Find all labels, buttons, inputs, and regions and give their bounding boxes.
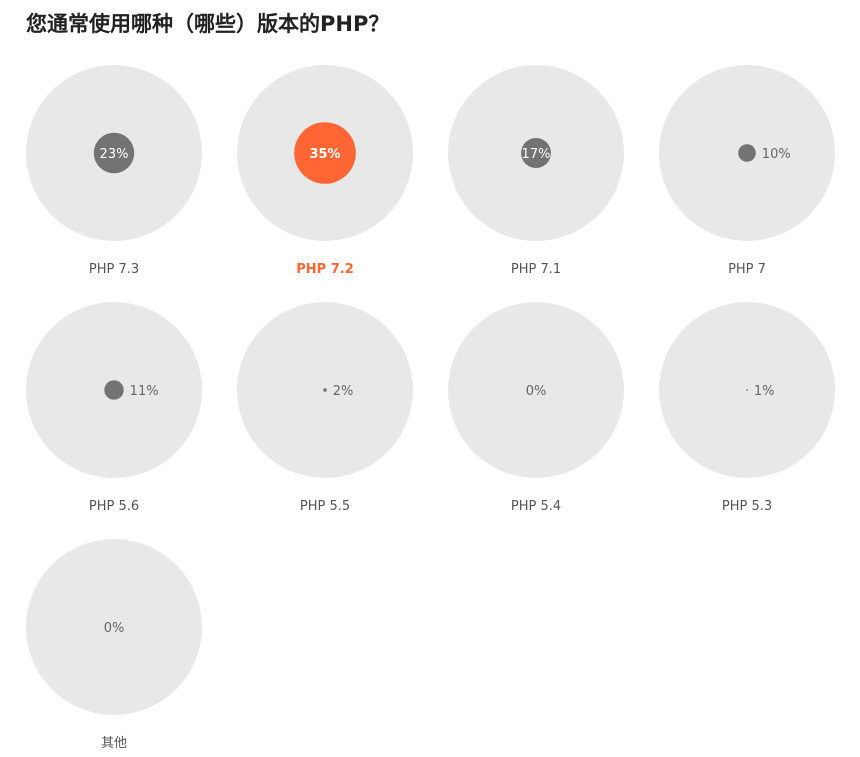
category-label: 其他 (101, 736, 127, 751)
value-label: 10% (762, 147, 791, 162)
value-circle (738, 144, 756, 162)
value-circle (521, 138, 551, 168)
value-label: 0% (104, 621, 125, 636)
value-circle (93, 132, 135, 174)
value-circle (294, 122, 356, 184)
category-label: PHP 7.3 (89, 262, 139, 277)
background-circle (26, 539, 202, 715)
value-label: 1% (754, 384, 775, 399)
category-label: PHP 5.3 (722, 499, 772, 514)
value-label: 23% (100, 147, 129, 162)
category-label: PHP 5.5 (300, 499, 350, 514)
category-label: PHP 7 (728, 262, 766, 277)
category-label: PHP 7.2 (296, 262, 354, 277)
value-circle (746, 389, 748, 391)
category-label: PHP 5.6 (89, 499, 139, 514)
value-label: 17% (522, 147, 551, 162)
category-label: PHP 7.1 (511, 262, 561, 277)
background-circle (448, 302, 624, 478)
value-circle (104, 380, 124, 400)
value-label: 35% (309, 147, 340, 162)
page-title: 您通常使用哪种（哪些）版本的PHP？ (26, 12, 390, 36)
value-circle (323, 388, 327, 392)
value-label: 11% (130, 384, 159, 399)
category-label: PHP 5.4 (511, 499, 561, 514)
value-label: 2% (333, 384, 354, 399)
value-label: 0% (526, 384, 547, 399)
